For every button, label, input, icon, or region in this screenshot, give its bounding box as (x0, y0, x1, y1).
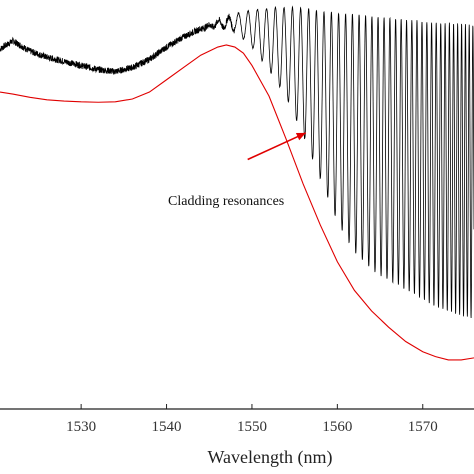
series-black-line (0, 5, 474, 319)
annotation-group: Cladding resonances (168, 132, 307, 209)
plot-area (0, 5, 474, 361)
x-tick-label: 1550 (237, 419, 267, 435)
x-axis-label: Wavelength (nm) (207, 447, 332, 468)
series-red-line (0, 44, 474, 361)
x-tick-label: 1570 (408, 419, 438, 435)
annotation-label: Cladding resonances (168, 194, 284, 209)
x-tick-label: 1540 (152, 419, 182, 435)
annotation-arrow-shaft (247, 132, 307, 161)
annotation-arrow-head (295, 132, 306, 141)
x-axis-ticks: 1530 1540 1550 1560 1570 (66, 404, 438, 435)
x-tick-label: 1530 (66, 419, 96, 435)
x-tick-label: 1560 (322, 419, 352, 435)
